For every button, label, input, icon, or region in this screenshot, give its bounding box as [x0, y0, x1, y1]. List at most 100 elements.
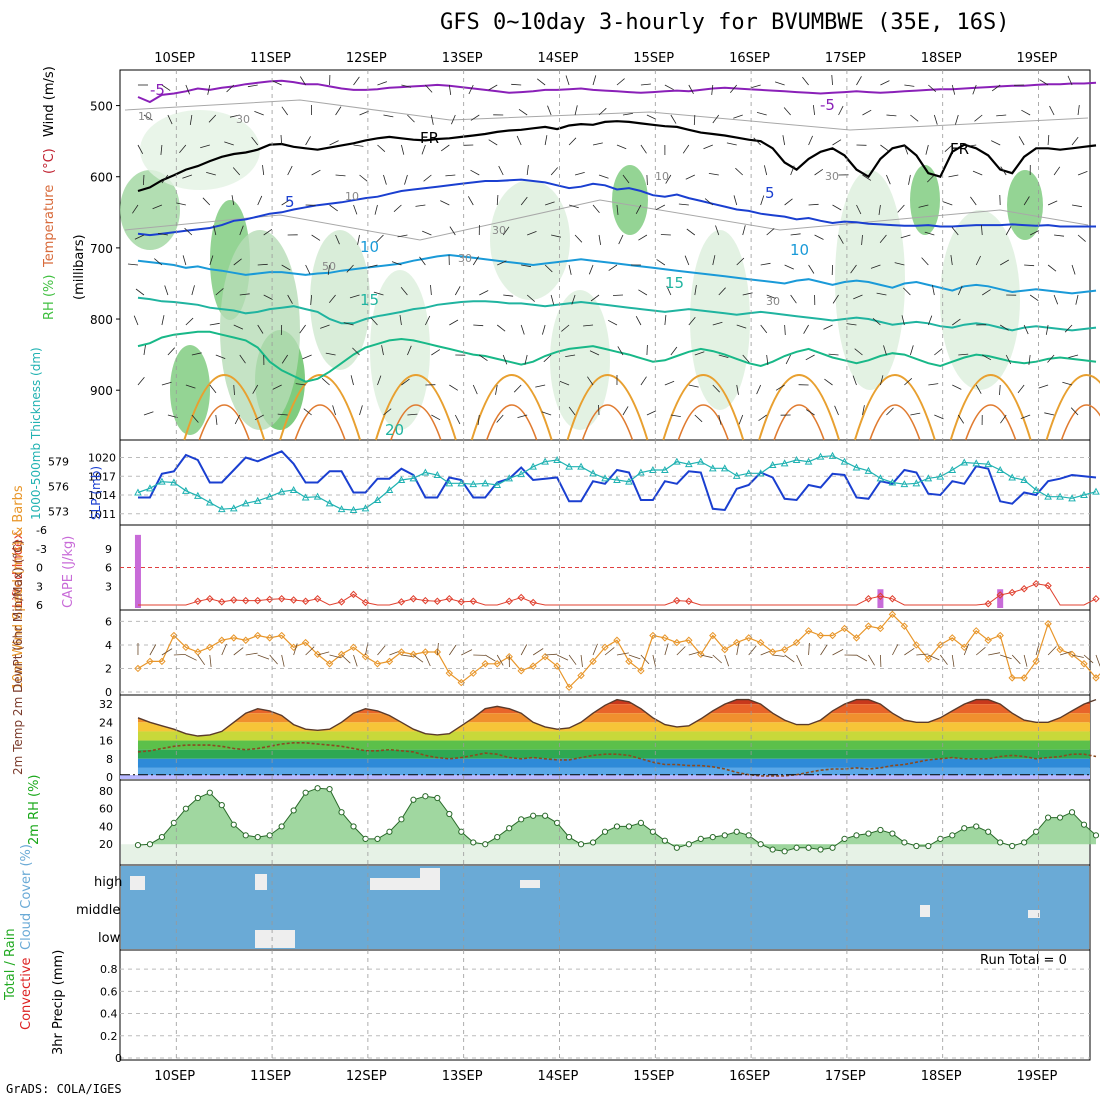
top-day-label: 17SEP — [825, 51, 866, 66]
wind10m-point — [685, 636, 693, 644]
wind-barb — [407, 114, 415, 123]
wind-barb — [208, 114, 217, 123]
wind-barb — [991, 84, 1001, 92]
thickness-point — [445, 479, 454, 487]
contour-label: 20 — [385, 421, 404, 439]
wind-barb — [133, 315, 139, 326]
wind-barb — [449, 319, 459, 326]
isotherm-arch — [869, 404, 921, 441]
rh2m-point — [470, 839, 477, 846]
thickness-point — [708, 464, 717, 472]
thickness-point — [433, 470, 442, 478]
wind-barb — [958, 353, 969, 356]
rh2m-point — [266, 832, 273, 839]
wind-barb — [503, 294, 514, 297]
wind-barb — [808, 264, 815, 274]
wind10m-point — [230, 634, 238, 642]
thickness-point — [1080, 490, 1088, 498]
wind-barb — [862, 174, 872, 181]
wind-barb — [467, 196, 474, 206]
wind10m-point — [972, 627, 980, 635]
wind-barb — [352, 347, 360, 356]
wind-barb — [715, 225, 720, 236]
wind-barb — [655, 204, 666, 211]
wind-barb — [996, 114, 1007, 117]
wind-barb — [1044, 412, 1055, 416]
wind10m-barb — [975, 646, 986, 656]
wind-barb — [592, 204, 600, 213]
wind10m-barb — [916, 653, 929, 656]
wind-barb — [598, 234, 601, 245]
rh2m-point — [446, 810, 453, 818]
wind-barb — [944, 144, 953, 152]
wind-barb — [783, 107, 791, 116]
wind10m-point — [182, 643, 190, 652]
wind-barb — [262, 165, 265, 176]
thickness-point — [182, 486, 190, 494]
contour-label: FR — [420, 129, 439, 147]
wind-barb — [143, 411, 154, 416]
thickness-point — [349, 505, 358, 513]
lifted-index-point — [254, 596, 262, 605]
slp-ylabel-text: SLP (mb) — [89, 466, 103, 520]
rh2m-point — [805, 844, 812, 851]
slp-tick-label: 1020 — [88, 452, 116, 465]
wind-barb — [207, 84, 211, 95]
wind-barb — [694, 285, 697, 296]
wind10m-point — [828, 631, 837, 640]
wind-barb — [862, 109, 872, 116]
wind-barb — [277, 413, 288, 416]
rh-contour — [124, 99, 1089, 131]
bottom-day-label: 10SEP — [154, 1069, 195, 1084]
wind-barb — [454, 414, 461, 425]
wind-barb — [143, 345, 146, 356]
rh2m-point — [290, 807, 297, 814]
rh2m-point — [613, 823, 621, 830]
wind10m-ylabel-text: 10m Wind Speed (m/s) & Barbs — [11, 485, 26, 690]
wind-barb — [934, 348, 943, 356]
wind-barb — [1053, 166, 1061, 176]
thickness-point — [565, 462, 573, 470]
rh2m-point — [314, 785, 321, 792]
wind-barb — [927, 174, 935, 183]
rh2m-point — [757, 841, 764, 848]
lifted-index-point — [313, 595, 322, 603]
upper-ylabel: RH (%) Temperature (°C) Wind (m/s) (millibar… — [42, 66, 87, 320]
rh2m-point — [685, 841, 692, 848]
wind-barb — [883, 345, 887, 356]
rh2m-point — [158, 834, 166, 841]
wind-barb — [880, 144, 889, 152]
rh2m-point — [553, 819, 561, 826]
wind-barb — [373, 291, 384, 296]
wind-barb — [832, 139, 842, 146]
wind-barb — [870, 264, 881, 269]
wind-barb — [415, 204, 426, 207]
contour-label: 15 — [665, 274, 684, 292]
lifted-index-point — [529, 598, 537, 607]
rh2m-point — [170, 819, 177, 826]
wind-barb — [756, 112, 767, 116]
cape-label: CAPE (J/kg) — [61, 536, 76, 608]
wind-barb — [670, 346, 678, 356]
contour-label: 10 — [360, 238, 379, 256]
wind10m-point — [709, 631, 717, 640]
wind10m-point — [780, 645, 789, 654]
rh-shading — [690, 230, 750, 410]
wind10m-barb — [341, 654, 351, 664]
wind-barb — [832, 294, 839, 304]
wind-barb — [712, 255, 716, 266]
wind-barb — [419, 256, 426, 266]
wind-barb — [934, 414, 944, 420]
wind-barb — [161, 315, 165, 326]
thickness-point — [385, 485, 394, 493]
thickness-point — [241, 499, 250, 507]
wind-barb — [666, 285, 672, 296]
wind10m-point — [876, 624, 885, 633]
wind10m-barb — [604, 647, 615, 656]
rh2m-point — [637, 819, 645, 826]
wind-barb — [185, 317, 194, 326]
wind-barb — [718, 287, 726, 296]
wind10m-barb — [329, 654, 342, 659]
rh-shading — [370, 270, 430, 430]
wind10m-barb — [532, 648, 544, 656]
